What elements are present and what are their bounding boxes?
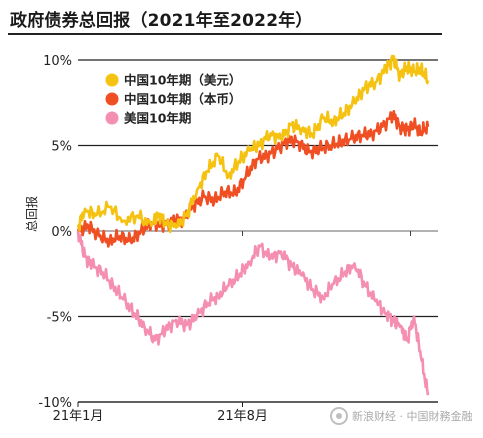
- watermark-text: 新浪财经 · 中国財務金融: [352, 409, 473, 423]
- watermark: 新浪财经 · 中国財務金融: [330, 407, 473, 425]
- x-tick-label: 21年1月: [53, 409, 104, 424]
- y-axis-label: 总回报: [24, 196, 39, 232]
- watermark-eye-pupil: [336, 413, 342, 419]
- series-line: [76, 54, 430, 234]
- series-lines: [76, 54, 430, 396]
- legend: 中国10年期（美元） 中国10年期（本币） 美国10年期: [105, 73, 241, 126]
- series-line: [76, 230, 430, 396]
- x-tick-label: 21年8月: [217, 409, 268, 424]
- y-tick-label: 0%: [51, 225, 72, 240]
- legend-marker: [105, 111, 119, 125]
- y-tick-label: -5%: [47, 311, 72, 326]
- series-line: [76, 110, 430, 248]
- legend-marker: [105, 73, 119, 87]
- x-axis: 21年1月 21年8月: [53, 231, 438, 424]
- legend-label: 中国10年期（本币）: [124, 92, 241, 107]
- legend-marker: [105, 92, 119, 106]
- y-tick-label: 5%: [51, 140, 72, 155]
- chart-title: 政府债券总回报（2021年至2022年）: [10, 11, 313, 31]
- legend-label: 中国10年期（美元）: [124, 73, 241, 88]
- y-tick-label: -10%: [38, 396, 72, 411]
- y-tick-labels: 10% 5% 0% -5% -10%: [38, 54, 72, 411]
- title-rule: [8, 33, 442, 35]
- watermark-eye-icon: [330, 407, 348, 425]
- legend-label: 美国10年期: [124, 111, 191, 126]
- y-tick-label: 10%: [43, 54, 72, 69]
